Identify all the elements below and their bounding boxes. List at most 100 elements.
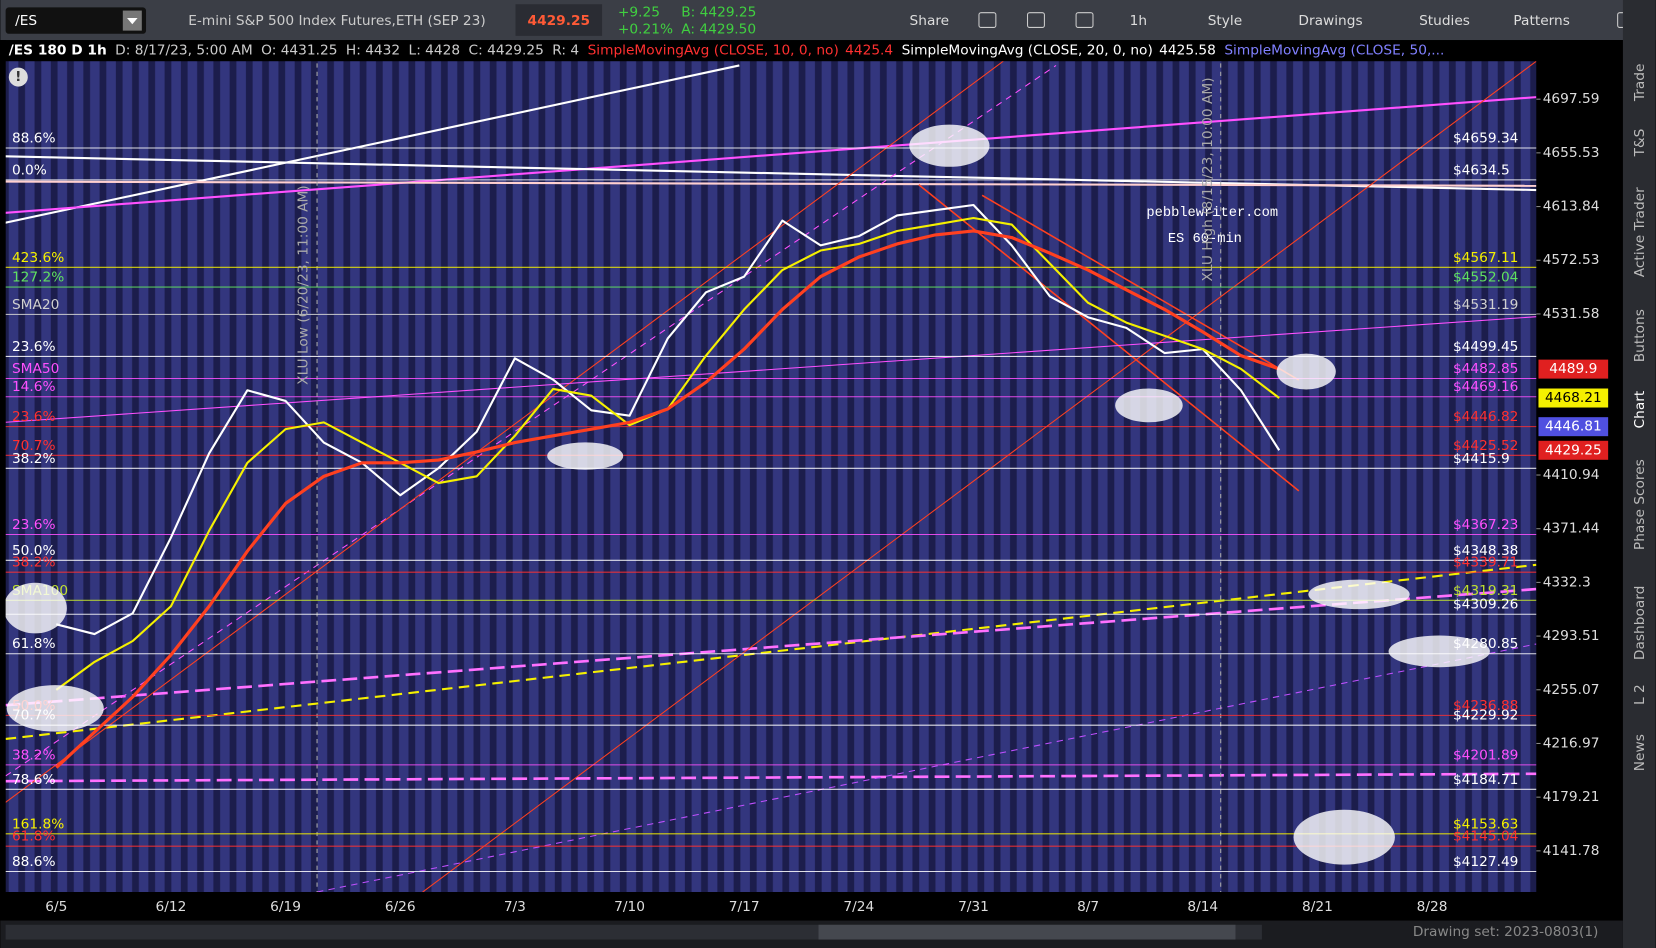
x-tick-label: 8/21	[1302, 899, 1333, 915]
level-label: $4567.11	[1453, 250, 1518, 266]
x-tick-label: 6/19	[270, 899, 301, 915]
fib-label: 14.6%	[12, 379, 56, 395]
trend-line	[5, 180, 1537, 187]
trend-line	[918, 184, 1300, 492]
highlight	[909, 124, 990, 167]
study-legend: SimpleMovingAvg (CLOSE, 50,...	[1224, 43, 1444, 59]
fib-label: 23.6%	[12, 517, 56, 533]
symbol: /ES	[15, 13, 37, 29]
level-label: $4531.19	[1453, 297, 1518, 313]
level-label: $4425.52	[1453, 438, 1518, 454]
sidebar-tabs: Trade T&S Active Trader Buttons Chart Phase S…	[1632, 64, 1648, 772]
fib-label: 38.2%	[12, 747, 56, 763]
toolbar-button[interactable]: Share	[910, 13, 950, 29]
y-tick-label: 4332.3	[1543, 574, 1591, 590]
fib-label: 61.8%	[12, 829, 56, 845]
y-tick-label: 4141.78	[1543, 843, 1600, 859]
info-item: R: 4	[552, 43, 579, 59]
sidebar-tab[interactable]: Active Trader	[1632, 187, 1648, 277]
y-tick-label: 4572.53	[1543, 252, 1600, 268]
fib-label: 70.7%	[12, 438, 56, 454]
sidebar-tab[interactable]: Buttons	[1632, 309, 1648, 362]
sidebar-tab[interactable]: News	[1632, 734, 1648, 771]
trend-line	[5, 563, 1537, 741]
last-price: 4429.25	[528, 13, 591, 29]
toolbar-icon[interactable]	[978, 12, 997, 28]
trend-line	[981, 194, 1300, 381]
sidebar-tab[interactable]: Chart	[1632, 390, 1648, 428]
info-item: L: 4428	[409, 43, 461, 59]
y-tick-label: 4613.84	[1543, 199, 1600, 215]
level-label: $4184.71	[1453, 772, 1518, 788]
scrollbar-thumb[interactable]	[818, 924, 1236, 940]
fib-label: 88.6%	[12, 854, 56, 870]
price-badge	[1538, 417, 1609, 437]
highlight	[1308, 579, 1410, 610]
level-label: $4469.16	[1453, 379, 1518, 395]
sidebar-tab[interactable]: T&S	[1632, 129, 1648, 158]
sidebar-tab[interactable]: Phase Scores	[1632, 459, 1648, 550]
drawing-set: Drawing set: 2023-0803(1)	[1413, 924, 1599, 940]
info-item: O: 4431.25	[261, 43, 337, 59]
level-label: $4236.88	[1453, 698, 1518, 714]
study-value: 4425.4	[845, 43, 893, 59]
alert-icon[interactable]	[8, 67, 28, 87]
alert-icon-mark: !	[15, 69, 21, 85]
level-label: $4367.23	[1453, 517, 1518, 533]
level-label: $4446.82	[1453, 409, 1518, 425]
highlight	[1276, 353, 1336, 390]
x-tick-label: 6/12	[156, 899, 187, 915]
sidebar-tab[interactable]: L 2	[1632, 684, 1648, 705]
toolbar-button[interactable]: Style	[1208, 13, 1242, 29]
level-label: $4309.26	[1453, 597, 1518, 613]
level-label: $4482.85	[1453, 361, 1518, 377]
trend-line	[5, 772, 1537, 783]
toolbar	[0, 0, 1656, 41]
highlight	[1293, 809, 1395, 865]
highlight	[6, 685, 104, 732]
drawings	[5, 61, 1537, 893]
level-label: $4659.34	[1453, 130, 1518, 146]
fib-label: SMA20	[12, 297, 59, 313]
change: +9.25	[618, 5, 660, 21]
fib-label: 161.8%	[12, 816, 64, 832]
toolbar-button[interactable]: Drawings	[1298, 13, 1362, 29]
info-item: C: 4429.25	[469, 43, 544, 59]
toolbar-icon[interactable]	[1026, 12, 1045, 28]
toolbar-button[interactable]: 1h	[1130, 13, 1147, 29]
trend-line	[5, 96, 1537, 214]
dropdown-arrow	[127, 17, 138, 25]
symbol-box[interactable]	[5, 7, 147, 34]
toolbar-button[interactable]: Patterns	[1513, 13, 1570, 29]
y-tick-label: 4179.21	[1543, 789, 1600, 805]
fib-label: 38.2%	[12, 555, 56, 571]
highlight	[1115, 388, 1183, 423]
info-items: /ES 180 D 1h D: 8/17/23, 5:00 AM O: 4431.2…	[9, 43, 1445, 59]
x-tick-label: 6/26	[385, 899, 416, 915]
sidebar-tab[interactable]: Dashboard	[1632, 586, 1648, 660]
left-edge	[0, 40, 6, 921]
x-tick-label: 6/5	[45, 899, 67, 915]
x-tick-label: 7/3	[504, 899, 526, 915]
fib-label: 38.2%	[12, 451, 56, 467]
change-pct: +0.21%	[618, 22, 673, 38]
marker-label: XLU Low (6/20/23, 11:00 AM)	[295, 185, 311, 385]
marker-label: XLU High (8/15/23, 10:00 AM)	[1200, 77, 1216, 281]
trend-line	[422, 61, 1537, 893]
level-label: $4552.04	[1453, 270, 1518, 286]
toolbar-button[interactable]: Studies	[1419, 13, 1470, 29]
sidebar	[1622, 0, 1656, 948]
y-tick-label: 4655.53	[1543, 145, 1600, 161]
y-tick-label: 4216.97	[1543, 735, 1600, 751]
sidebar-tab[interactable]: Trade	[1632, 64, 1648, 103]
price-badge	[1538, 359, 1609, 379]
y-tick-label: 4410.94	[1543, 467, 1600, 483]
x-tick-label: 7/31	[958, 899, 989, 915]
level-label: $4153.63	[1453, 816, 1518, 832]
x-tick-label: 7/24	[843, 899, 874, 915]
toolbar-icon[interactable]	[1075, 12, 1094, 28]
series	[55, 203, 1281, 769]
highlight	[547, 442, 624, 470]
trend-line	[5, 587, 1537, 707]
